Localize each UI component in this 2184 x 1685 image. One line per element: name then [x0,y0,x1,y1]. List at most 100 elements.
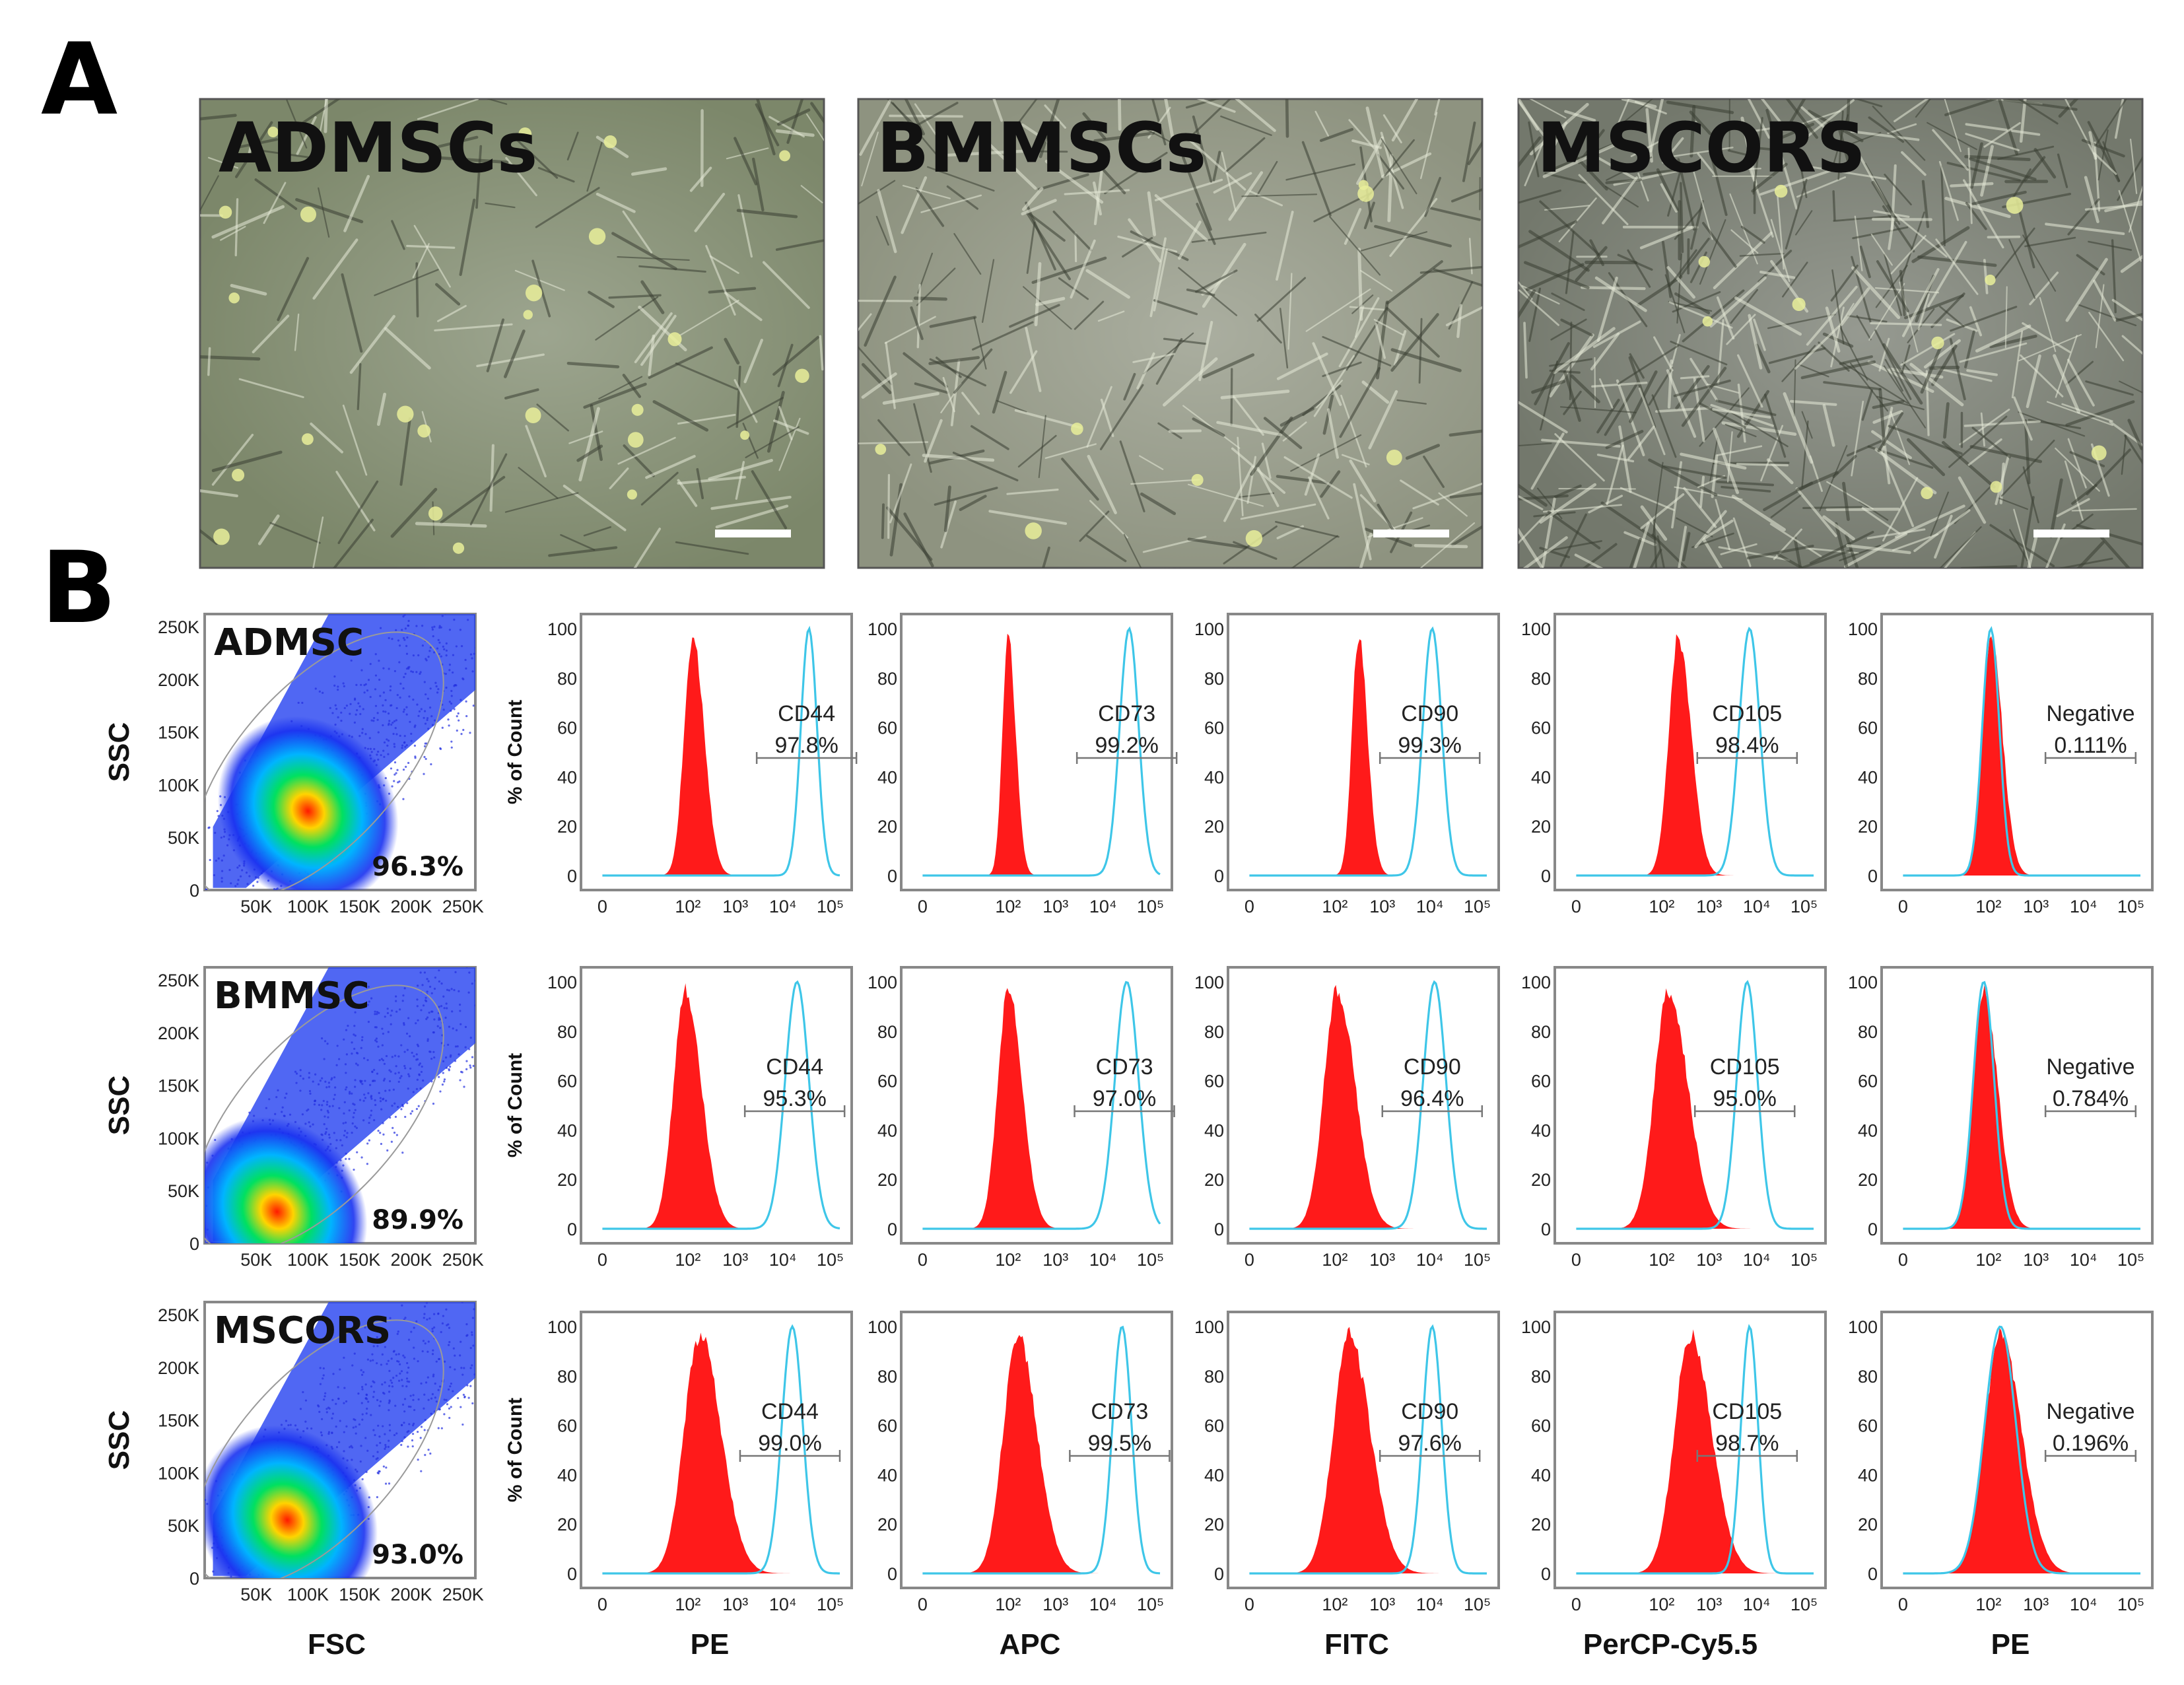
x-tick-label: 10³ [1042,1595,1068,1614]
y-tick-label: 40 [1531,1465,1551,1485]
marker-label: CD105 [1712,1399,1782,1424]
y-tick-label: 40 [1531,1120,1551,1140]
y-tick-label: 80 [557,1367,577,1387]
y-tick-label: 100 [547,973,577,992]
y-tick-label: 20 [1858,817,1878,837]
marker-percent: 97.8% [774,733,838,758]
x-tick-label: 10² [675,1250,700,1270]
x-tick-label: 10⁴ [769,1595,797,1614]
y-tick-label: 20 [557,1170,577,1190]
x-tick-label: 10⁵ [1137,1595,1164,1614]
x-tick-label: 10⁵ [817,1595,844,1614]
marker-percent: 96.4% [1400,1086,1464,1111]
scatter-mscors: MSCORS 93.0% 0 50K 100K 150K 200K 250K 50K 100K 15… [103,1301,484,1604]
y-tick-label: 20 [1204,1515,1224,1534]
y-tick-label: 0 [1541,1220,1551,1239]
cell-layer [200,99,824,568]
y-tick-label: 50K [168,828,199,848]
scatter-points [205,614,475,890]
stained-histogram-line [1249,626,1487,877]
x-tick-label: 0 [597,1595,607,1614]
y-tick-label: 100 [547,1317,577,1337]
y-tick-label: 60 [877,1072,897,1091]
x-tick-label: 10⁵ [817,1250,844,1270]
y-tick-label: 20 [1858,1170,1878,1190]
stained-histogram-line [922,1325,1161,1575]
x-tick-label: 10⁵ [1137,897,1164,916]
y-tick-label: 40 [1204,1120,1224,1140]
y-tick-label: 20 [877,817,897,837]
stained-histogram-line [922,980,1161,1230]
x-tick-label: 0 [918,1250,928,1270]
y-tick-label: 250K [158,1305,199,1325]
x-tick-label: 10⁴ [1743,1595,1771,1614]
histogram-bmmsc-cd90: CD90 96.4% 0 20 40 60 80 100 0 10² 10³ 10⁴ 10⁵ [1194,966,1500,1270]
micrograph-row: ADMSCs BMMSCs MSCORS [168,75,2184,592]
x-tick-label: 200K [390,1585,432,1604]
panel-label-b: B [41,531,116,646]
scatter-plots: ADMSC 96.3% 0 50K 100K 150K 200K 250K 50K 100K 150… [103,613,484,1604]
x-tick-label: 10² [675,1595,700,1614]
histogram-admsc-cd44: CD44 97.8% 0 20 40 60 80 100 0 10² 10³ 10⁴ 10⁵ % of C… [504,613,858,916]
x-tick-label: 150K [339,1250,380,1270]
ssc-axis-title: SSC [103,1076,135,1135]
marker-label: CD90 [1401,1399,1458,1424]
gate-percent: 93.0% [372,1540,463,1570]
marker-label: CD73 [1096,1054,1153,1080]
y-tick-label: 100 [1194,1317,1224,1337]
micrograph-admscs: ADMSCs [168,75,918,592]
y-tick-label: 80 [877,1367,897,1387]
x-tick-label: 10⁵ [2117,897,2144,916]
x-tick-label: 10⁵ [2117,1250,2144,1270]
channel-title-0: PE [691,1628,730,1661]
x-tick-label: 10² [1322,1595,1348,1614]
y-tick-label: 60 [1204,1072,1224,1091]
y-tick-label: 150K [158,1411,199,1431]
y-tick-label: 0 [189,1234,199,1254]
scatter-sample-label: MSCORS [214,1309,391,1352]
y-tick-label: 0 [567,1220,577,1239]
x-tick-label: 250K [442,1250,484,1270]
x-tick-label: 10³ [1696,1250,1722,1270]
x-tick-label: 100K [287,1250,329,1270]
panel-label-a: A [41,22,118,137]
y-tick-label: 0 [1868,1564,1878,1584]
x-tick-label: 0 [1571,897,1581,916]
x-tick-label: 50K [240,1250,272,1270]
y-tick-label: 40 [1204,1465,1224,1485]
scatter-admsc: ADMSC 96.3% 0 50K 100K 150K 200K 250K 50K 100K 150… [103,613,484,916]
micrograph-bmmscs: BMMSCs [827,75,1576,592]
x-tick-label: 10⁴ [769,1250,797,1270]
y-tick-label: 60 [557,1072,577,1091]
y-tick-label: 100 [1848,619,1878,639]
x-tick-label: 250K [442,1585,484,1604]
y-tick-label: 20 [1204,1170,1224,1190]
y-tick-label: 100 [1848,1317,1878,1337]
x-tick-label: 10⁵ [1791,1250,1818,1270]
scatter-sample-label: BMMSC [214,975,370,1017]
y-tick-label: 40 [877,1120,897,1140]
y-tick-label: 100K [158,1128,199,1148]
y-tick-label: 0 [887,1220,897,1239]
density-core [205,1425,378,1578]
isotype-histogram [1576,988,1814,1229]
y-tick-label: 80 [1858,669,1878,689]
micrograph-mscors: MSCORS [1487,75,2184,592]
y-tick-label: 60 [557,1416,577,1436]
marker-percent: 0.111% [2054,733,2127,758]
stained-histogram-line [1576,627,1814,877]
y-tick-label: 60 [877,718,897,738]
scale-bar [2033,530,2109,537]
count-axis-title: % of Count [504,1053,526,1157]
y-tick-label: 60 [1858,1072,1878,1091]
plot-frame [1880,613,2154,891]
micrograph-label: BMMSCs [877,108,1206,188]
scale-bar [715,530,791,537]
micrograph-label: MSCORS [1537,108,1866,188]
y-tick-label: 60 [1531,1416,1551,1436]
y-tick-label: 40 [877,1465,897,1485]
marker-percent: 95.3% [763,1086,826,1111]
x-tick-label: 10⁴ [1416,1595,1444,1614]
y-tick-label: 80 [1858,1022,1878,1042]
